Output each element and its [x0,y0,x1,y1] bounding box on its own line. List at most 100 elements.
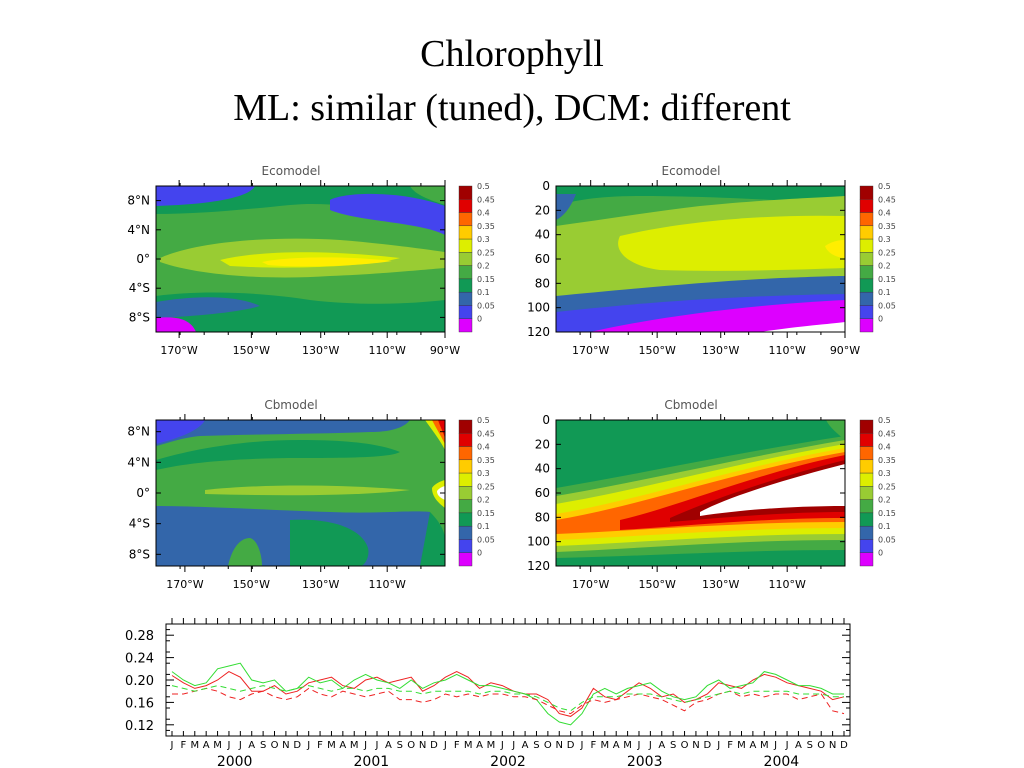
colorbar-swatch [458,318,473,333]
colorbar-cbmodel-depth: 0.5 0.45 0.4 0.35 0.3 0.25 0.2 0.15 0.1 0.05 0 [859,416,896,567]
panel-ecomodel-depth-title: Ecomodel [662,164,721,178]
month-label: M [623,740,632,751]
y-tick-label: 40 [535,462,550,476]
colorbar-label: 0.35 [878,222,896,231]
colorbar-swatch [458,459,473,474]
cbmodel-surface-field [156,420,445,566]
ecomodel-depth-field [556,186,845,332]
panel-cbmodel-depth-title: Cbmodel [664,398,717,412]
y-tick-label: 100 [527,301,550,315]
colorbar-label: 0.45 [477,195,495,204]
panel-ecomodel-surface: Ecomodel [155,164,446,333]
y-tick-label: 60 [535,486,550,500]
colorbar-label: 0 [477,549,482,558]
colorbar-swatch [859,185,874,200]
colorbar-label: 0.4 [477,443,490,452]
x-tick-label: 130°W [302,344,339,357]
month-label: M [190,740,199,751]
x-tick-label: 150°W [638,578,675,591]
colorbar-label: 0.05 [477,301,495,310]
year-label: 2002 [490,754,526,768]
colorbar-swatch [859,446,874,461]
month-label: F [317,740,323,751]
colorbar-label: 0.3 [477,235,490,244]
month-label: J [648,740,652,751]
colorbar-swatch [859,265,874,280]
x-tick-label: 130°W [702,344,739,357]
month-label: J [785,740,789,751]
month-label: O [544,740,552,751]
month-label: O [407,740,415,751]
colorbar-swatch [859,225,874,240]
colorbar-swatch [458,525,473,540]
month-label: J [637,740,641,751]
month-label: O [271,740,279,751]
colorbar-label: 0.35 [878,456,896,465]
month-label: J [226,740,230,751]
x-tick-label: 110°W [769,578,806,591]
month-label: S [397,740,403,751]
colorbar-swatch [458,486,473,500]
x-tick-label: 90°W [830,344,860,357]
month-label: M [327,740,336,751]
slide-title-line1: Chlorophyll [420,33,604,75]
colorbar-swatch [458,433,473,447]
colorbar-label: 0.4 [878,443,891,452]
colorbar-swatch [458,446,473,461]
colorbar-swatch [458,512,473,527]
colorbar-swatch [859,552,874,567]
colorbar-label: 0.5 [878,182,891,191]
colorbar-label: 0.1 [477,522,490,531]
month-label: F [454,740,460,751]
colorbar-label: 0.45 [878,429,896,438]
ecomodel-surface-field [156,186,445,332]
month-label: M [464,740,473,751]
month-label: N [419,740,426,751]
colorbar-label: 0.5 [477,416,490,425]
colorbar-swatch [859,486,874,500]
colorbar-swatch [859,291,874,306]
y-tick-label: 60 [535,252,550,266]
x-tick-label: 170°W [166,578,203,591]
colorbar-swatch [458,499,473,514]
x-tick-label: 150°W [638,344,675,357]
colorbar-label: 0.1 [878,288,891,297]
colorbar-label: 0 [878,549,883,558]
y-tick-label: 4°N [127,223,150,237]
month-label: A [248,740,255,751]
colorbar-swatch [859,539,874,553]
colorbar-swatch [458,252,473,266]
month-label: J [443,740,447,751]
colorbar-swatch [859,472,874,487]
month-label: A [476,740,483,751]
colorbar-swatch [458,238,473,253]
colorbar-label: 0.3 [878,235,891,244]
panel-ecomodel-surface-title: Ecomodel [262,164,321,178]
colorbar-label: 0.05 [477,535,495,544]
series-line-dashed-red [172,687,845,715]
colorbar-label: 0.25 [878,482,896,491]
x-tick-label: 150°W [233,578,270,591]
month-label: S [807,740,813,751]
month-label: J [170,740,174,751]
colorbar-swatch [458,278,473,293]
year-label: 2001 [354,754,390,768]
colorbar-label: 0.5 [477,182,490,191]
y-tick-label: 8°S [129,310,150,324]
year-label: 2003 [627,754,663,768]
y-tick-label: 80 [535,510,550,524]
month-label: M [350,740,359,751]
month-label: M [213,740,222,751]
y-tick-label: 100 [527,535,550,549]
y-tick-label: 4°S [129,517,150,531]
month-label: S [533,740,539,751]
series-line-solid-red [171,671,845,717]
y-tick-label: 0.12 [125,719,154,734]
colorbar-label: 0.15 [878,275,896,284]
colorbar-swatch [859,512,874,527]
month-label: M [760,740,769,751]
colorbar-label: 0.35 [477,222,495,231]
colorbar-swatch [458,212,473,227]
y-tick-label: 0.20 [125,674,154,689]
colorbar-swatch [458,552,473,567]
